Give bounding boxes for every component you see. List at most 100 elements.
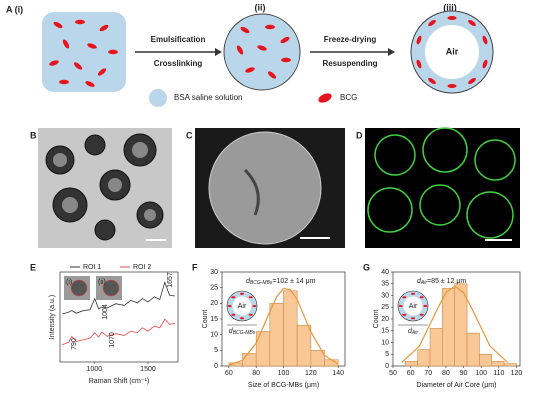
x-tick-label: 60: [225, 370, 233, 377]
legend-label: ROI 1: [83, 264, 101, 271]
spectrum: [62, 280, 175, 315]
inset-bcg: [423, 305, 428, 307]
air-label: Air: [446, 46, 459, 56]
legend-label: ROI 2: [133, 264, 151, 271]
y-tick-label: 0: [385, 363, 389, 370]
x-tick-label: 120: [511, 370, 523, 377]
legend-label: BSA saline solution: [174, 93, 243, 102]
bcg-cluster: [236, 24, 291, 79]
bubbles-d: [367, 127, 516, 239]
bubble-cores-b: [53, 142, 156, 221]
y-tick-label: 20: [210, 300, 218, 307]
arrow-head: [388, 48, 395, 56]
x-tick-label: 80: [252, 370, 260, 377]
panel-label: B: [30, 130, 37, 140]
inset-bcg: [240, 317, 244, 320]
inset-label: Air: [409, 303, 418, 310]
x-tick-label: 140: [332, 370, 344, 377]
inset-bubble: [102, 279, 120, 297]
x-tick-label: 120: [305, 370, 317, 377]
bar: [429, 328, 443, 367]
y-tick-label: 5: [214, 347, 218, 354]
y-tick-label: 20: [381, 316, 389, 323]
inset-bcg: [402, 313, 407, 316]
inset-bcg: [252, 305, 257, 307]
x-tick-label: 110: [493, 370, 504, 377]
subscript: BCG-MBs: [250, 280, 273, 286]
x-tick-label: 90: [460, 370, 468, 377]
y-tick-label: 35: [381, 281, 389, 288]
step-label: Freeze-drying: [324, 35, 377, 44]
inset-core: [232, 296, 252, 316]
y-tick-label: 40: [381, 269, 389, 276]
inset-bcg: [402, 296, 407, 299]
peak-label: 1657: [167, 272, 174, 288]
x-axis-label: Size of BCG-MBs (μm): [248, 382, 319, 389]
legend-swatch: [149, 89, 167, 107]
panel-label: D: [356, 130, 363, 140]
x-axis-label: Raman Shift (cm⁻¹): [89, 378, 149, 385]
annotation: dAir=85 ± 12 μm: [417, 278, 466, 286]
inset-core: [403, 296, 423, 316]
wrinkle: [243, 168, 260, 216]
x-tick-label: 100: [475, 370, 487, 377]
annotation: dBCG-MBs=102 ± 14 μm: [246, 278, 316, 286]
y-tick-label: 5: [385, 351, 389, 358]
x-tick-label: 100: [278, 370, 290, 377]
bar: [255, 331, 271, 367]
subscript: Air: [420, 280, 427, 286]
inset-bcg: [419, 296, 424, 299]
bar: [479, 353, 493, 367]
y-tick-label: 10: [381, 339, 389, 346]
inset-label: (ii): [98, 279, 106, 286]
x-axis-label: Diameter of Air Core (μm): [417, 382, 497, 389]
x-tick-label: 80: [442, 370, 450, 377]
y-tick-label: 25: [210, 285, 218, 292]
inset-label: (i): [66, 279, 72, 286]
inset-bcg: [227, 305, 232, 307]
y-tick-label: 15: [381, 328, 389, 335]
fit-curve: [401, 285, 509, 363]
y-tick-label: 10: [210, 332, 218, 339]
x-tick-label: 60: [407, 370, 415, 377]
bar: [503, 363, 517, 367]
inset-bcg: [240, 292, 244, 295]
bar: [466, 332, 480, 367]
y-tick-label: 25: [381, 304, 389, 311]
y-axis-label: Count: [373, 310, 380, 329]
panel-label: A (i): [6, 4, 23, 14]
inset-bubble: [70, 279, 88, 297]
bcg-cluster: [49, 19, 118, 87]
annotation: dBCG-MBs: [229, 328, 256, 336]
symbol: d: [417, 278, 422, 285]
legend-swatch: [318, 93, 332, 103]
panel-label: G: [363, 262, 370, 272]
plot-frame: [59, 271, 179, 363]
x-tick-label: 1500: [140, 366, 156, 373]
bcg-shell: [416, 16, 488, 88]
y-axis-label: Intensity (a.u.): [49, 295, 56, 339]
inset-bcg: [248, 296, 253, 299]
step-label: Emulsification: [151, 35, 206, 44]
bar: [405, 360, 418, 367]
annotation: dAir: [408, 328, 418, 336]
fit-curve: [228, 287, 339, 366]
subscript: BCG-MBs: [233, 330, 256, 336]
step-label: Crosslinking: [154, 59, 203, 68]
annotation-value: =85 ± 12 μm: [427, 278, 466, 285]
spectrum: [61, 318, 175, 346]
inset-bcg: [231, 296, 236, 299]
x-tick-label: 50: [389, 370, 397, 377]
panel-label: E: [30, 262, 36, 272]
panel-label: F: [192, 262, 198, 272]
y-tick-label: 0: [214, 363, 218, 370]
stage-label: (iii): [443, 2, 457, 12]
subscript: Air: [411, 330, 418, 336]
symbol: d: [229, 328, 234, 335]
y-tick-label: 30: [210, 269, 218, 276]
bar: [296, 324, 312, 367]
peak-label: 1004: [102, 304, 109, 320]
step-label: Resuspending: [322, 59, 377, 68]
symbol: d: [246, 278, 251, 285]
